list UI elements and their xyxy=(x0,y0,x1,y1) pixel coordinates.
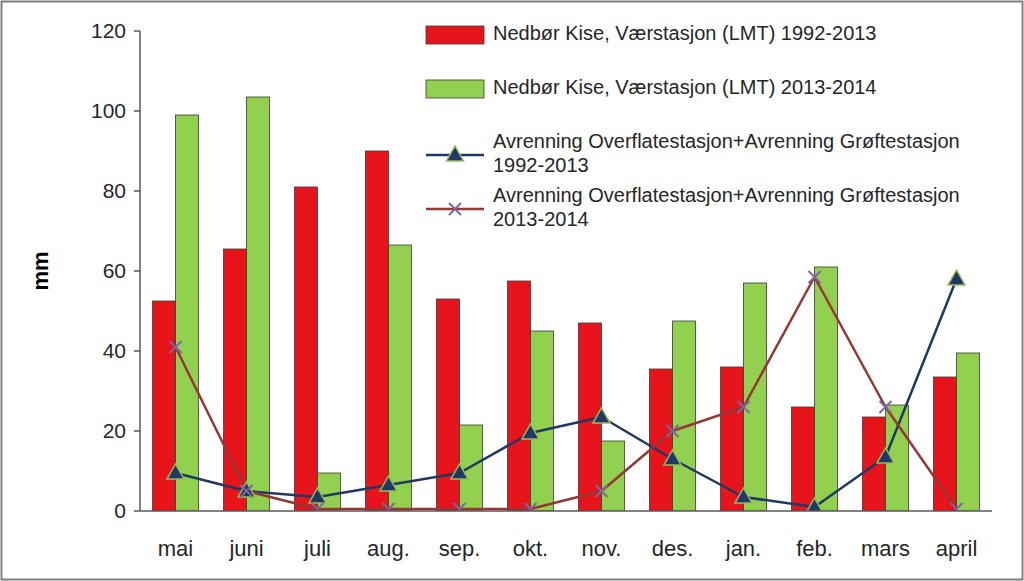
bar xyxy=(295,187,318,511)
bar xyxy=(721,367,744,511)
legend-label: Nedbør Kise, Værstasjon (LMT) 2013-2014 xyxy=(493,76,877,98)
legend-swatch xyxy=(426,26,484,44)
marker xyxy=(312,503,324,511)
marker xyxy=(809,271,821,283)
chart: 0 20 40 60 80 100 120 mm mai juni juli aug. sep. okt.… xyxy=(0,0,1024,581)
marker xyxy=(664,450,681,465)
bar xyxy=(744,283,767,511)
y-tick xyxy=(134,110,140,112)
bar xyxy=(673,321,696,511)
legend-label: Nedbør Kise, Værstasjon (LMT) 1992-2013 xyxy=(493,22,877,44)
marker xyxy=(806,498,823,511)
marker xyxy=(948,270,965,285)
x-tick-label: sep. xyxy=(439,536,481,561)
x-tick-label: mars xyxy=(861,536,910,561)
marker xyxy=(383,503,395,511)
y-tick xyxy=(134,350,140,352)
y-tick xyxy=(134,510,140,512)
x-tick-label: juli xyxy=(303,536,331,561)
legend-swatch xyxy=(426,80,484,98)
x-tick-label: april xyxy=(936,536,978,561)
y-tick-label: 120 xyxy=(91,19,126,42)
bar xyxy=(176,115,199,511)
y-tick-label: 20 xyxy=(103,419,126,442)
marker xyxy=(170,341,182,353)
y-tick xyxy=(134,270,140,272)
marker xyxy=(880,401,892,413)
marker xyxy=(309,488,326,503)
marker xyxy=(951,503,963,511)
y-tick-label: 40 xyxy=(103,339,126,362)
bar xyxy=(957,353,980,511)
marker xyxy=(738,401,750,413)
marker xyxy=(454,503,466,511)
bar xyxy=(815,267,838,511)
bar xyxy=(531,331,554,511)
bar xyxy=(508,281,531,511)
y-tick xyxy=(134,190,140,192)
marker xyxy=(877,448,894,463)
line xyxy=(176,279,957,507)
bar xyxy=(247,97,270,511)
x-tick-label: okt. xyxy=(513,536,548,561)
marker xyxy=(167,464,184,479)
x-tick-label: juni xyxy=(228,536,263,561)
legend-marker xyxy=(447,146,464,161)
bar xyxy=(792,407,815,511)
bar xyxy=(460,425,483,511)
y-tick-label: 80 xyxy=(103,179,126,202)
y-axis-label: mm xyxy=(28,251,53,290)
x-tick-label: aug. xyxy=(367,536,410,561)
frame xyxy=(2,2,1023,580)
legend-marker xyxy=(449,203,461,215)
marker xyxy=(451,464,468,479)
x-tick-label: nov. xyxy=(582,536,622,561)
bar xyxy=(366,151,389,511)
legend: Nedbør Kise, Værstasjon (LMT) 1992-2013 N… xyxy=(426,22,960,230)
marker xyxy=(667,425,679,437)
x-axis xyxy=(140,510,992,512)
marker xyxy=(735,488,752,503)
marker xyxy=(238,482,255,497)
y-tick-label: 60 xyxy=(103,259,126,282)
marker xyxy=(525,503,537,511)
legend-label: Avrenning Overflatestasjon+Avrenning Grø… xyxy=(493,130,960,176)
marker xyxy=(241,485,253,497)
marker xyxy=(380,476,397,491)
y-tick-label: 100 xyxy=(91,99,126,122)
y-tick xyxy=(134,430,140,432)
y-axis xyxy=(139,31,141,511)
x-tick-label: mai xyxy=(158,536,193,561)
line xyxy=(176,277,957,509)
bar xyxy=(224,249,247,511)
marker xyxy=(522,424,539,439)
x-tick-label: feb. xyxy=(796,536,833,561)
y-tick-label: 0 xyxy=(114,499,126,522)
y-tick xyxy=(134,30,140,32)
bar xyxy=(389,245,412,511)
x-tick-label: des. xyxy=(652,536,694,561)
marker xyxy=(593,408,610,423)
legend-label: Avrenning Overflatestasjon+Avrenning Grø… xyxy=(493,184,960,230)
x-tick-label: jan. xyxy=(725,536,761,561)
marker xyxy=(596,485,608,497)
plot-area xyxy=(153,97,980,511)
